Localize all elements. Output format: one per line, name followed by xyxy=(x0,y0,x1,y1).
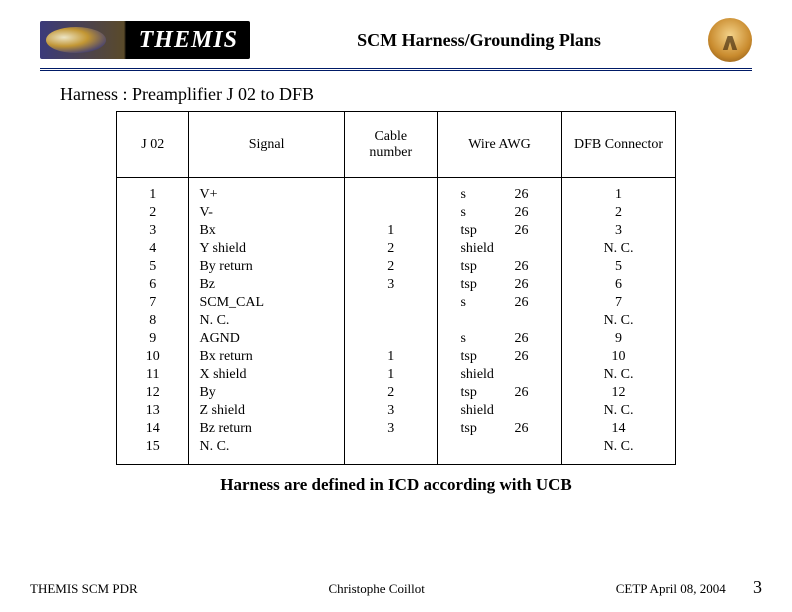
col-header-dfb: DFB Connector xyxy=(562,112,676,178)
col-header-j02: J 02 xyxy=(117,112,189,178)
harness-table-wrap: J 02 Signal Cable number Wire AWG DFB Co… xyxy=(116,111,676,465)
cell-dfb: 123N. C.567N. C.910N. C.12N. C.14N. C. xyxy=(562,178,676,465)
footer: THEMIS SCM PDR Christophe Coillot CETP A… xyxy=(0,577,792,598)
cell-wire: s26s26tsp26shield tsp26tsp26s26 s26tsp26… xyxy=(437,178,561,465)
cell-j02: 123456789101112131415 xyxy=(117,178,189,465)
header-rule xyxy=(40,68,752,72)
footer-date: CETP April 08, 2004 xyxy=(616,581,726,596)
col-header-wire: Wire AWG xyxy=(437,112,561,178)
cell-cable: 1223 11233 xyxy=(344,178,437,465)
logo-text: THEMIS xyxy=(139,27,238,54)
table-header-row: J 02 Signal Cable number Wire AWG DFB Co… xyxy=(117,112,676,178)
footer-left: THEMIS SCM PDR xyxy=(30,581,138,597)
page-title: SCM Harness/Grounding Plans xyxy=(270,30,688,51)
note-text: Harness are defined in ICD according wit… xyxy=(0,475,792,495)
col-header-signal: Signal xyxy=(189,112,344,178)
harness-table: J 02 Signal Cable number Wire AWG DFB Co… xyxy=(116,111,676,465)
header: THEMIS SCM Harness/Grounding Plans xyxy=(0,0,792,62)
col-header-cable: Cable number xyxy=(344,112,437,178)
mission-badge-icon xyxy=(708,18,752,62)
cell-signal: V+V-BxY shieldBy returnBzSCM_CALN. C.AGN… xyxy=(189,178,344,465)
footer-center: Christophe Coillot xyxy=(328,581,424,597)
themis-logo: THEMIS xyxy=(40,21,250,59)
footer-right: CETP April 08, 2004 3 xyxy=(616,577,762,598)
section-subtitle: Harness : Preamplifier J 02 to DFB xyxy=(60,84,792,105)
table-data-row: 123456789101112131415 V+V-BxY shieldBy r… xyxy=(117,178,676,465)
page-number: 3 xyxy=(753,577,762,597)
